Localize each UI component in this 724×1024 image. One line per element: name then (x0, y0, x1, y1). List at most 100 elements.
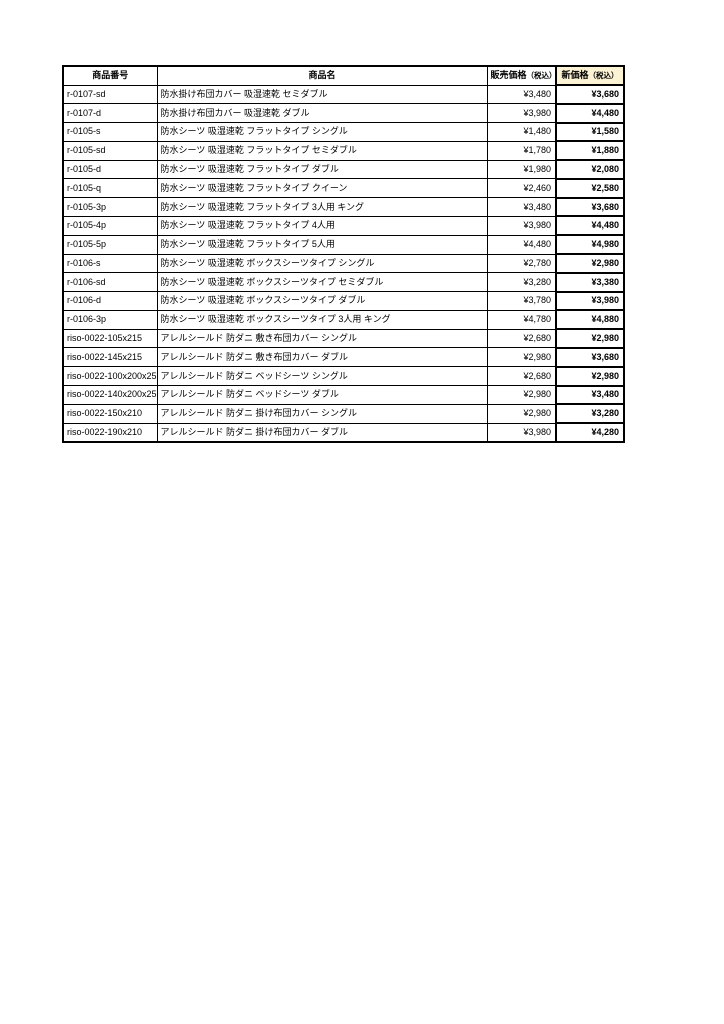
product-name-cell: 防水シーツ 吸湿速乾 フラットタイプ シングル (156, 122, 488, 142)
table-row: r-0106-3p 防水シーツ 吸湿速乾 ボックスシーツタイプ 3人用 キング ¥4… (62, 309, 625, 331)
price-cell: ¥1,780 (486, 140, 557, 161)
new-price-header: 新価格（税込） (555, 65, 625, 86)
price-cell: ¥2,680 (486, 366, 557, 386)
product-code-cell: riso-0022-150x210 (62, 403, 158, 424)
price-header-suffix: （税込） (526, 71, 556, 81)
product-code-cell: r-0105-s (62, 122, 158, 142)
table-row: r-0107-d 防水掛け布団カバー 吸湿速乾 ダブル ¥3,980 ¥4,480 (62, 102, 625, 124)
new-price-cell: ¥3,980 (555, 290, 625, 312)
new-price-header-label: 新価格 (561, 70, 589, 80)
product-code-cell: r-0105-4p (62, 215, 158, 236)
product-code-cell: r-0105-sd (62, 140, 158, 161)
header-row: 商品番号 商品名 販売価格（税込） 新価格（税込） (62, 65, 625, 86)
price-cell: ¥4,480 (486, 234, 557, 255)
new-price-header-suffix: （税込） (588, 71, 619, 80)
new-price-cell: ¥3,680 (555, 196, 625, 218)
product-code-cell: riso-0022-190x210 (62, 422, 158, 443)
new-price-cell: ¥4,480 (555, 102, 625, 124)
new-price-cell: ¥3,280 (555, 403, 625, 425)
new-price-cell: ¥1,880 (555, 140, 625, 162)
table-row: r-0105-q 防水シーツ 吸湿速乾 フラットタイプ クイーン ¥2,460 ¥2,… (62, 177, 625, 199)
price-cell: ¥2,980 (486, 347, 557, 368)
product-code-cell: r-0106-sd (62, 272, 158, 293)
product-code-cell: r-0105-q (62, 178, 158, 199)
table-row: riso-0022-140x200x25 アレルシールド 防ダニ ベッドシーツ ダ… (62, 384, 625, 406)
product-code-cell: riso-0022-145x215 (62, 347, 158, 368)
product-name-cell: 防水掛け布団カバー 吸湿速乾 ダブル (156, 103, 488, 124)
product-code-cell: r-0105-3p (62, 197, 158, 217)
table-row: r-0106-d 防水シーツ 吸湿速乾 ボックスシーツタイプ ダブル ¥3,780 ¥… (62, 290, 625, 312)
table-row: r-0106-sd 防水シーツ 吸湿速乾 ボックスシーツタイプ セミダブル ¥3,2… (62, 271, 625, 293)
new-price-cell: ¥4,880 (555, 309, 625, 331)
new-price-cell: ¥4,280 (555, 422, 625, 443)
product-code-cell: riso-0022-105x215 (62, 328, 158, 349)
new-price-cell: ¥2,580 (555, 177, 625, 199)
product-name-cell: 防水シーツ 吸湿速乾 フラットタイプ セミダブル (156, 140, 488, 161)
product-name-cell: アレルシールド 防ダニ ベッドシーツ シングル (156, 366, 488, 386)
product-name-cell: 防水シーツ 吸湿速乾 ボックスシーツタイプ シングル (156, 253, 488, 274)
product-name-header: 商品名 (156, 65, 488, 86)
price-cell: ¥1,980 (486, 159, 557, 180)
product-code-cell: r-0105-d (62, 159, 158, 180)
table-row: r-0105-s 防水シーツ 吸湿速乾 フラットタイプ シングル ¥1,480 ¥1,… (62, 121, 625, 143)
new-price-cell: ¥2,980 (555, 365, 625, 387)
product-name-cell: 防水シーツ 吸湿速乾 フラットタイプ クイーン (156, 178, 488, 199)
product-name-cell: 防水シーツ 吸湿速乾 フラットタイプ 5人用 (156, 234, 488, 255)
product-name-cell: 防水掛け布団カバー 吸湿速乾 セミダブル (156, 84, 488, 105)
price-cell: ¥3,480 (486, 197, 557, 217)
product-name-cell: アレルシールド 防ダニ 掛け布団カバー シングル (156, 403, 488, 424)
new-price-cell: ¥3,480 (555, 384, 625, 406)
table-row: riso-0022-100x200x25 アレルシールド 防ダニ ベッドシーツ シ… (62, 365, 625, 387)
table-row: r-0105-d 防水シーツ 吸湿速乾 フラットタイプ ダブル ¥1,980 ¥2,0… (62, 159, 625, 180)
product-code-cell: riso-0022-140x200x25 (62, 385, 158, 405)
price-table: 商品番号 商品名 販売価格（税込） 新価格（税込） r-0107-sd 防水掛け布… (62, 65, 625, 443)
product-code-cell: r-0105-5p (62, 234, 158, 255)
table-row: riso-0022-145x215 アレルシールド 防ダニ 敷き布団カバー ダブル… (62, 346, 625, 368)
price-cell: ¥4,780 (486, 309, 557, 330)
price-cell: ¥3,280 (486, 272, 557, 293)
product-code-cell: r-0107-sd (62, 84, 158, 105)
price-cell: ¥1,480 (486, 122, 557, 142)
price-cell: ¥2,680 (486, 328, 557, 349)
price-cell: ¥2,780 (486, 253, 557, 274)
table-row: r-0107-sd 防水掛け布団カバー 吸湿速乾 セミダブル ¥3,480 ¥3,68… (62, 84, 625, 105)
product-code-cell: r-0106-s (62, 253, 158, 274)
price-cell: ¥3,980 (486, 422, 557, 443)
new-price-cell: ¥1,580 (555, 121, 625, 143)
price-cell: ¥3,780 (486, 291, 557, 311)
price-cell: ¥2,460 (486, 178, 557, 199)
table-row: riso-0022-190x210 アレルシールド 防ダニ 掛け布団カバー ダブル… (62, 422, 625, 443)
table-row: r-0106-s 防水シーツ 吸湿速乾 ボックスシーツタイプ シングル ¥2,780… (62, 253, 625, 274)
table-row: r-0105-sd 防水シーツ 吸湿速乾 フラットタイプ セミダブル ¥1,780 ¥… (62, 140, 625, 162)
new-price-cell: ¥4,480 (555, 215, 625, 237)
price-header-label: 販売価格 (490, 70, 527, 81)
product-name-cell: アレルシールド 防ダニ 掛け布団カバー ダブル (156, 422, 488, 443)
new-price-cell: ¥3,380 (555, 271, 625, 293)
table-row: r-0105-3p 防水シーツ 吸湿速乾 フラットタイプ 3人用 キング ¥3,48… (62, 196, 625, 218)
new-price-cell: ¥3,680 (555, 84, 625, 105)
price-cell: ¥2,980 (486, 385, 557, 405)
price-header: 販売価格（税込） (486, 65, 557, 86)
product-name-cell: アレルシールド 防ダニ 敷き布団カバー ダブル (156, 347, 488, 368)
price-cell: ¥2,980 (486, 403, 557, 424)
product-code-cell: r-0107-d (62, 103, 158, 124)
price-cell: ¥3,980 (486, 215, 557, 236)
product-code-cell: riso-0022-100x200x25 (62, 366, 158, 386)
product-name-cell: 防水シーツ 吸湿速乾 フラットタイプ 4人用 (156, 215, 488, 236)
new-price-cell: ¥4,980 (555, 234, 625, 256)
price-cell: ¥3,480 (486, 84, 557, 105)
product-name-cell: 防水シーツ 吸湿速乾 ボックスシーツタイプ 3人用 キング (156, 309, 488, 330)
price-table-body: r-0107-sd 防水掛け布団カバー 吸湿速乾 セミダブル ¥3,480 ¥3,68… (62, 84, 625, 443)
new-price-cell: ¥2,080 (555, 159, 625, 180)
new-price-cell: ¥2,980 (555, 253, 625, 274)
price-table-header: 商品番号 商品名 販売価格（税込） 新価格（税込） (62, 65, 625, 86)
product-name-cell: 防水シーツ 吸湿速乾 ボックスシーツタイプ セミダブル (156, 272, 488, 293)
table-row: riso-0022-105x215 アレルシールド 防ダニ 敷き布団カバー シング… (62, 328, 625, 349)
product-name-cell: 防水シーツ 吸湿速乾 ボックスシーツタイプ ダブル (156, 291, 488, 311)
table-row: r-0105-5p 防水シーツ 吸湿速乾 フラットタイプ 5人用 ¥4,480 ¥4,… (62, 234, 625, 256)
table-row: r-0105-4p 防水シーツ 吸湿速乾 フラットタイプ 4人用 ¥3,980 ¥4,… (62, 215, 625, 237)
price-cell: ¥3,980 (486, 103, 557, 124)
product-code-cell: r-0106-d (62, 291, 158, 311)
product-code-header: 商品番号 (62, 65, 158, 86)
